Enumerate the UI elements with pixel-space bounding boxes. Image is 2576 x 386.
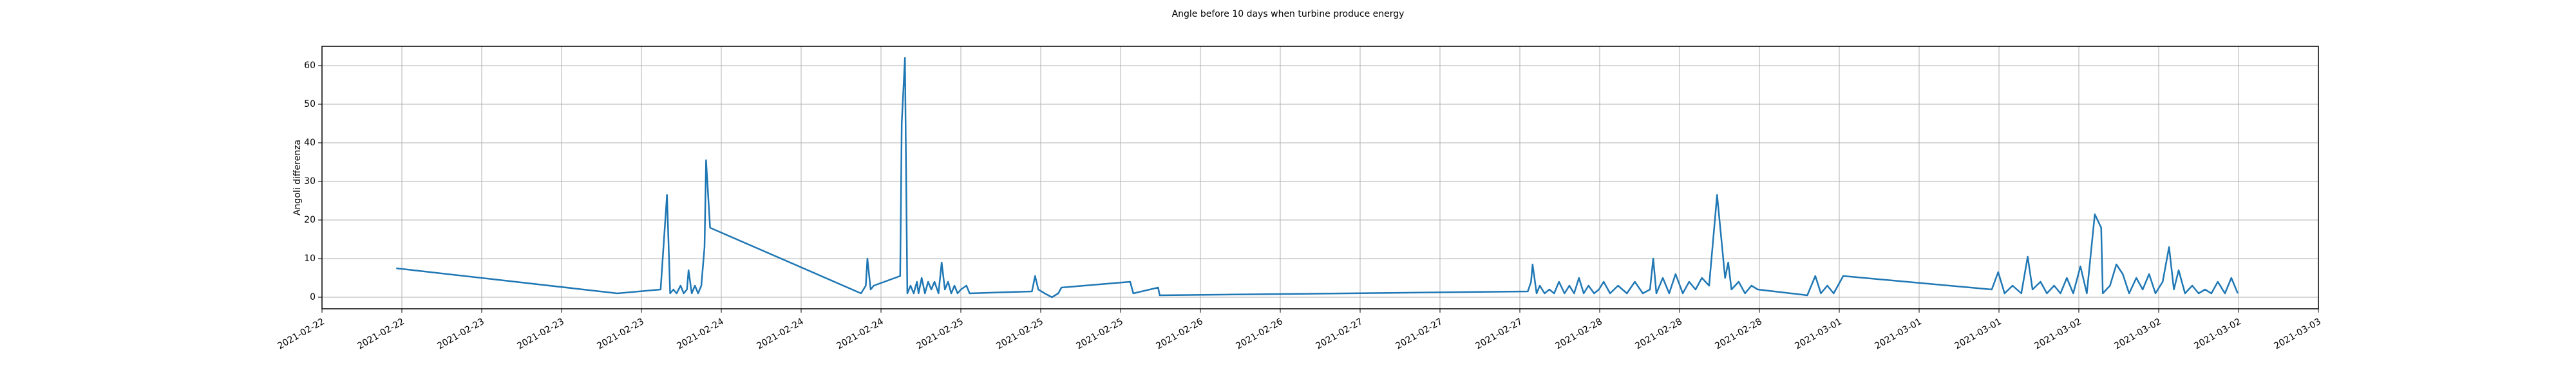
x-tick-label: 2021-02-27: [1473, 317, 1524, 352]
x-tick-label: 2021-03-02: [2192, 317, 2242, 352]
y-tick-label: 60: [304, 60, 316, 71]
x-tick-label: 2021-02-24: [755, 317, 806, 352]
x-tick-label: 2021-02-28: [1553, 317, 1604, 352]
x-tick-label: 2021-02-25: [914, 317, 965, 352]
x-tick-label: 2021-02-27: [1314, 317, 1364, 352]
x-tick-label: 2021-02-26: [1154, 317, 1205, 352]
y-tick-label: 50: [304, 99, 316, 109]
x-tick-label: 2021-02-28: [1713, 317, 1763, 352]
x-tick-label: 2021-02-26: [1234, 317, 1285, 352]
x-tick-label: 2021-02-25: [994, 317, 1045, 352]
y-tick-label: 0: [310, 292, 316, 302]
x-tick-label: 2021-03-01: [1793, 317, 1843, 352]
x-tick-label: 2021-02-24: [675, 317, 726, 352]
x-tick-label: 2021-02-23: [595, 317, 645, 352]
y-tick-label: 30: [304, 176, 316, 187]
x-tick-label: 2021-03-02: [2032, 317, 2083, 352]
plot-frame: [321, 46, 2319, 309]
x-tick-label: 2021-02-24: [835, 317, 886, 352]
x-tick-label: 2021-03-01: [1953, 317, 2003, 352]
x-tick-label: 2021-02-25: [1074, 317, 1124, 352]
x-tick-label: 2021-03-03: [2272, 317, 2322, 352]
x-tick-label: 2021-02-28: [1633, 317, 1683, 352]
y-tick-label: 10: [304, 253, 316, 264]
x-tick-label: 2021-02-23: [515, 317, 565, 352]
chart-title: Angle before 10 days when turbine produc…: [1172, 9, 1405, 19]
y-tick-label: 20: [304, 215, 316, 225]
y-axis-label: Angoli differenza: [292, 140, 303, 216]
x-tick-label: 2021-02-22: [355, 317, 406, 352]
x-tick-label: 2021-02-22: [276, 317, 326, 352]
y-tick-label: 40: [304, 138, 316, 148]
x-tick-label: 2021-02-23: [435, 317, 486, 352]
x-tick-label: 2021-03-02: [2112, 317, 2163, 352]
x-tick-label: 2021-03-01: [1873, 317, 1923, 352]
x-tick-label: 2021-02-27: [1394, 317, 1444, 352]
data-line: [396, 57, 2239, 299]
